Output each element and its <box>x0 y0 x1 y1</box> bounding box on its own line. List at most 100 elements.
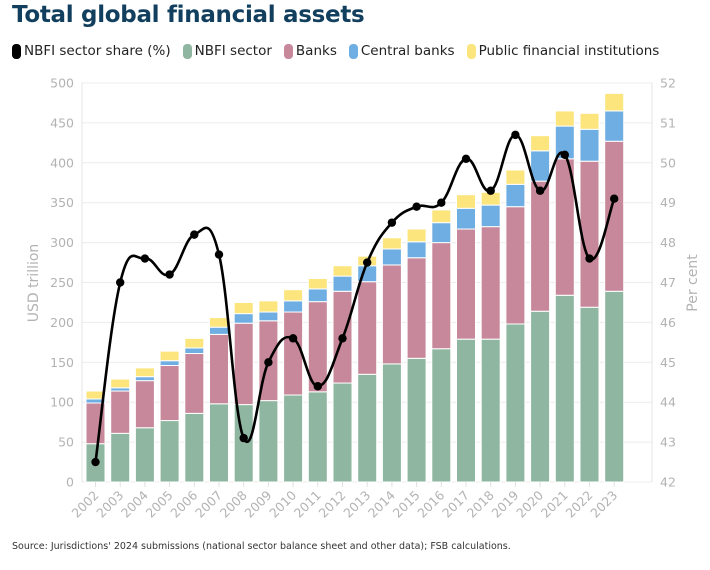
share-point-2018[interactable] <box>486 186 495 195</box>
bar-segment-public-financial-institutions-2011[interactable] <box>307 278 328 290</box>
bar-segment-nbfi-sector-2019[interactable] <box>505 323 526 483</box>
share-point-2003[interactable] <box>116 278 125 287</box>
bar-segment-nbfi-sector-2007[interactable] <box>209 403 229 483</box>
bar-segment-public-financial-institutions-2016[interactable] <box>431 209 452 224</box>
bar-segment-nbfi-sector-2018[interactable] <box>480 338 501 483</box>
bar-segment-central-banks-2008[interactable] <box>233 313 254 324</box>
bar-segment-public-financial-institutions-2004[interactable] <box>134 367 155 378</box>
share-point-2012[interactable] <box>338 334 347 343</box>
bar-segment-nbfi-sector-2012[interactable] <box>332 382 353 483</box>
bar-segment-central-banks-2023[interactable] <box>604 110 625 142</box>
bar-segment-public-financial-institutions-2019[interactable] <box>505 169 526 185</box>
share-point-2010[interactable] <box>288 334 298 343</box>
legend-item-nbfi-sector[interactable]: NBFI sector <box>182 43 272 59</box>
bar-segment-nbfi-sector-2023[interactable] <box>604 290 625 483</box>
bar-segment-nbfi-sector-2004[interactable] <box>134 427 155 483</box>
bar-segment-banks-2004[interactable] <box>134 380 155 429</box>
bar-segment-nbfi-sector-2003[interactable] <box>110 432 131 483</box>
bar-segment-banks-2013[interactable] <box>357 281 378 375</box>
bar-segment-banks-2003[interactable] <box>110 390 131 434</box>
bar-segment-public-financial-institutions-2015[interactable] <box>406 228 427 243</box>
legend-item-nbfi-share[interactable]: NBFI sector share (%) <box>12 43 171 59</box>
bar-segment-central-banks-2018[interactable] <box>480 204 501 228</box>
bar-segment-nbfi-sector-2006[interactable] <box>184 412 205 483</box>
bar-segment-nbfi-sector-2008[interactable] <box>233 404 254 483</box>
bar-segment-banks-2010[interactable] <box>283 311 304 396</box>
bar-segment-nbfi-sector-2017[interactable] <box>456 338 476 483</box>
share-point-2008[interactable] <box>239 433 248 443</box>
share-point-2006[interactable] <box>190 230 199 239</box>
bar-segment-central-banks-2010[interactable] <box>283 300 304 313</box>
share-point-2020[interactable] <box>535 186 545 195</box>
bar-segment-public-financial-institutions-2014[interactable] <box>381 237 402 250</box>
share-point-2019[interactable] <box>511 130 520 140</box>
bar-segment-nbfi-sector-2016[interactable] <box>431 348 452 483</box>
bar-segment-public-financial-institutions-2021[interactable] <box>554 110 575 127</box>
bar-segment-public-financial-institutions-2009[interactable] <box>258 300 279 313</box>
bar-segment-public-financial-institutions-2002[interactable] <box>85 390 106 400</box>
share-point-2023[interactable] <box>610 194 619 203</box>
share-point-2017[interactable] <box>461 154 471 164</box>
bar-segment-central-banks-2016[interactable] <box>431 222 452 244</box>
bar-segment-central-banks-2009[interactable] <box>258 311 279 322</box>
legend-item-public-fi[interactable]: Public financial institutions <box>466 43 659 59</box>
share-point-2014[interactable] <box>387 218 397 227</box>
bar-segment-central-banks-2017[interactable] <box>456 207 476 230</box>
bar-segment-nbfi-sector-2022[interactable] <box>579 306 600 483</box>
bar-segment-public-financial-institutions-2008[interactable] <box>233 301 254 315</box>
bar-segment-central-banks-2006[interactable] <box>184 347 205 355</box>
bar-segment-central-banks-2015[interactable] <box>406 241 427 259</box>
bar-segment-banks-2020[interactable] <box>530 180 551 312</box>
bar-segment-nbfi-sector-2013[interactable] <box>357 373 378 483</box>
bar-segment-banks-2016[interactable] <box>431 242 452 350</box>
bar-segment-central-banks-2007[interactable] <box>209 326 229 335</box>
bar-segment-banks-2007[interactable] <box>209 333 229 405</box>
share-point-2009[interactable] <box>264 358 273 367</box>
bar-segment-central-banks-2019[interactable] <box>505 183 526 208</box>
bar-segment-nbfi-sector-2015[interactable] <box>406 357 427 483</box>
bar-segment-banks-2005[interactable] <box>159 364 180 422</box>
share-point-2005[interactable] <box>165 270 174 279</box>
bar-segment-central-banks-2022[interactable] <box>579 128 600 162</box>
share-point-2021[interactable] <box>560 150 569 160</box>
bar-segment-nbfi-sector-2010[interactable] <box>283 394 304 483</box>
bar-segment-public-financial-institutions-2005[interactable] <box>159 350 180 362</box>
bar-segment-banks-2015[interactable] <box>406 257 427 359</box>
bar-segment-nbfi-sector-2021[interactable] <box>554 294 575 483</box>
share-point-2016[interactable] <box>437 198 446 207</box>
bar-segment-nbfi-sector-2009[interactable] <box>258 400 279 483</box>
bar-segment-public-financial-institutions-2012[interactable] <box>332 265 353 277</box>
share-point-2013[interactable] <box>363 258 372 267</box>
bar-segment-central-banks-2014[interactable] <box>381 248 402 266</box>
bar-segment-public-financial-institutions-2003[interactable] <box>110 378 131 389</box>
bar-segment-banks-2019[interactable] <box>505 206 526 325</box>
bar-segment-central-banks-2004[interactable] <box>134 376 155 382</box>
bar-segment-banks-2008[interactable] <box>233 322 254 406</box>
bar-segment-nbfi-sector-2020[interactable] <box>530 310 551 483</box>
share-point-2007[interactable] <box>214 250 224 259</box>
share-point-2011[interactable] <box>313 382 322 391</box>
bar-segment-nbfi-sector-2011[interactable] <box>307 391 328 483</box>
share-point-2002[interactable] <box>91 457 100 467</box>
bar-segment-central-banks-2011[interactable] <box>307 288 328 303</box>
bar-segment-public-financial-institutions-2017[interactable] <box>456 194 476 209</box>
bar-segment-central-banks-2012[interactable] <box>332 275 353 292</box>
bar-segment-banks-2014[interactable] <box>381 264 402 365</box>
bar-segment-central-banks-2005[interactable] <box>159 360 180 366</box>
bar-segment-nbfi-sector-2014[interactable] <box>381 363 402 483</box>
share-point-2022[interactable] <box>585 254 594 263</box>
bar-segment-banks-2018[interactable] <box>480 226 501 340</box>
share-point-2015[interactable] <box>412 202 421 211</box>
bar-segment-banks-2006[interactable] <box>184 353 205 414</box>
bar-segment-public-financial-institutions-2007[interactable] <box>209 317 229 328</box>
bar-segment-banks-2017[interactable] <box>456 228 476 340</box>
bar-segment-public-financial-institutions-2010[interactable] <box>283 289 304 302</box>
bar-segment-nbfi-sector-2005[interactable] <box>159 420 180 483</box>
legend-item-central-banks[interactable]: Central banks <box>348 43 455 59</box>
share-point-2004[interactable] <box>140 254 150 263</box>
bar-segment-public-financial-institutions-2020[interactable] <box>530 135 551 152</box>
bar-segment-public-financial-institutions-2023[interactable] <box>604 92 625 112</box>
bar-segment-banks-2023[interactable] <box>604 140 625 292</box>
bar-segment-public-financial-institutions-2006[interactable] <box>184 337 205 349</box>
legend-item-banks[interactable]: Banks <box>283 43 337 59</box>
